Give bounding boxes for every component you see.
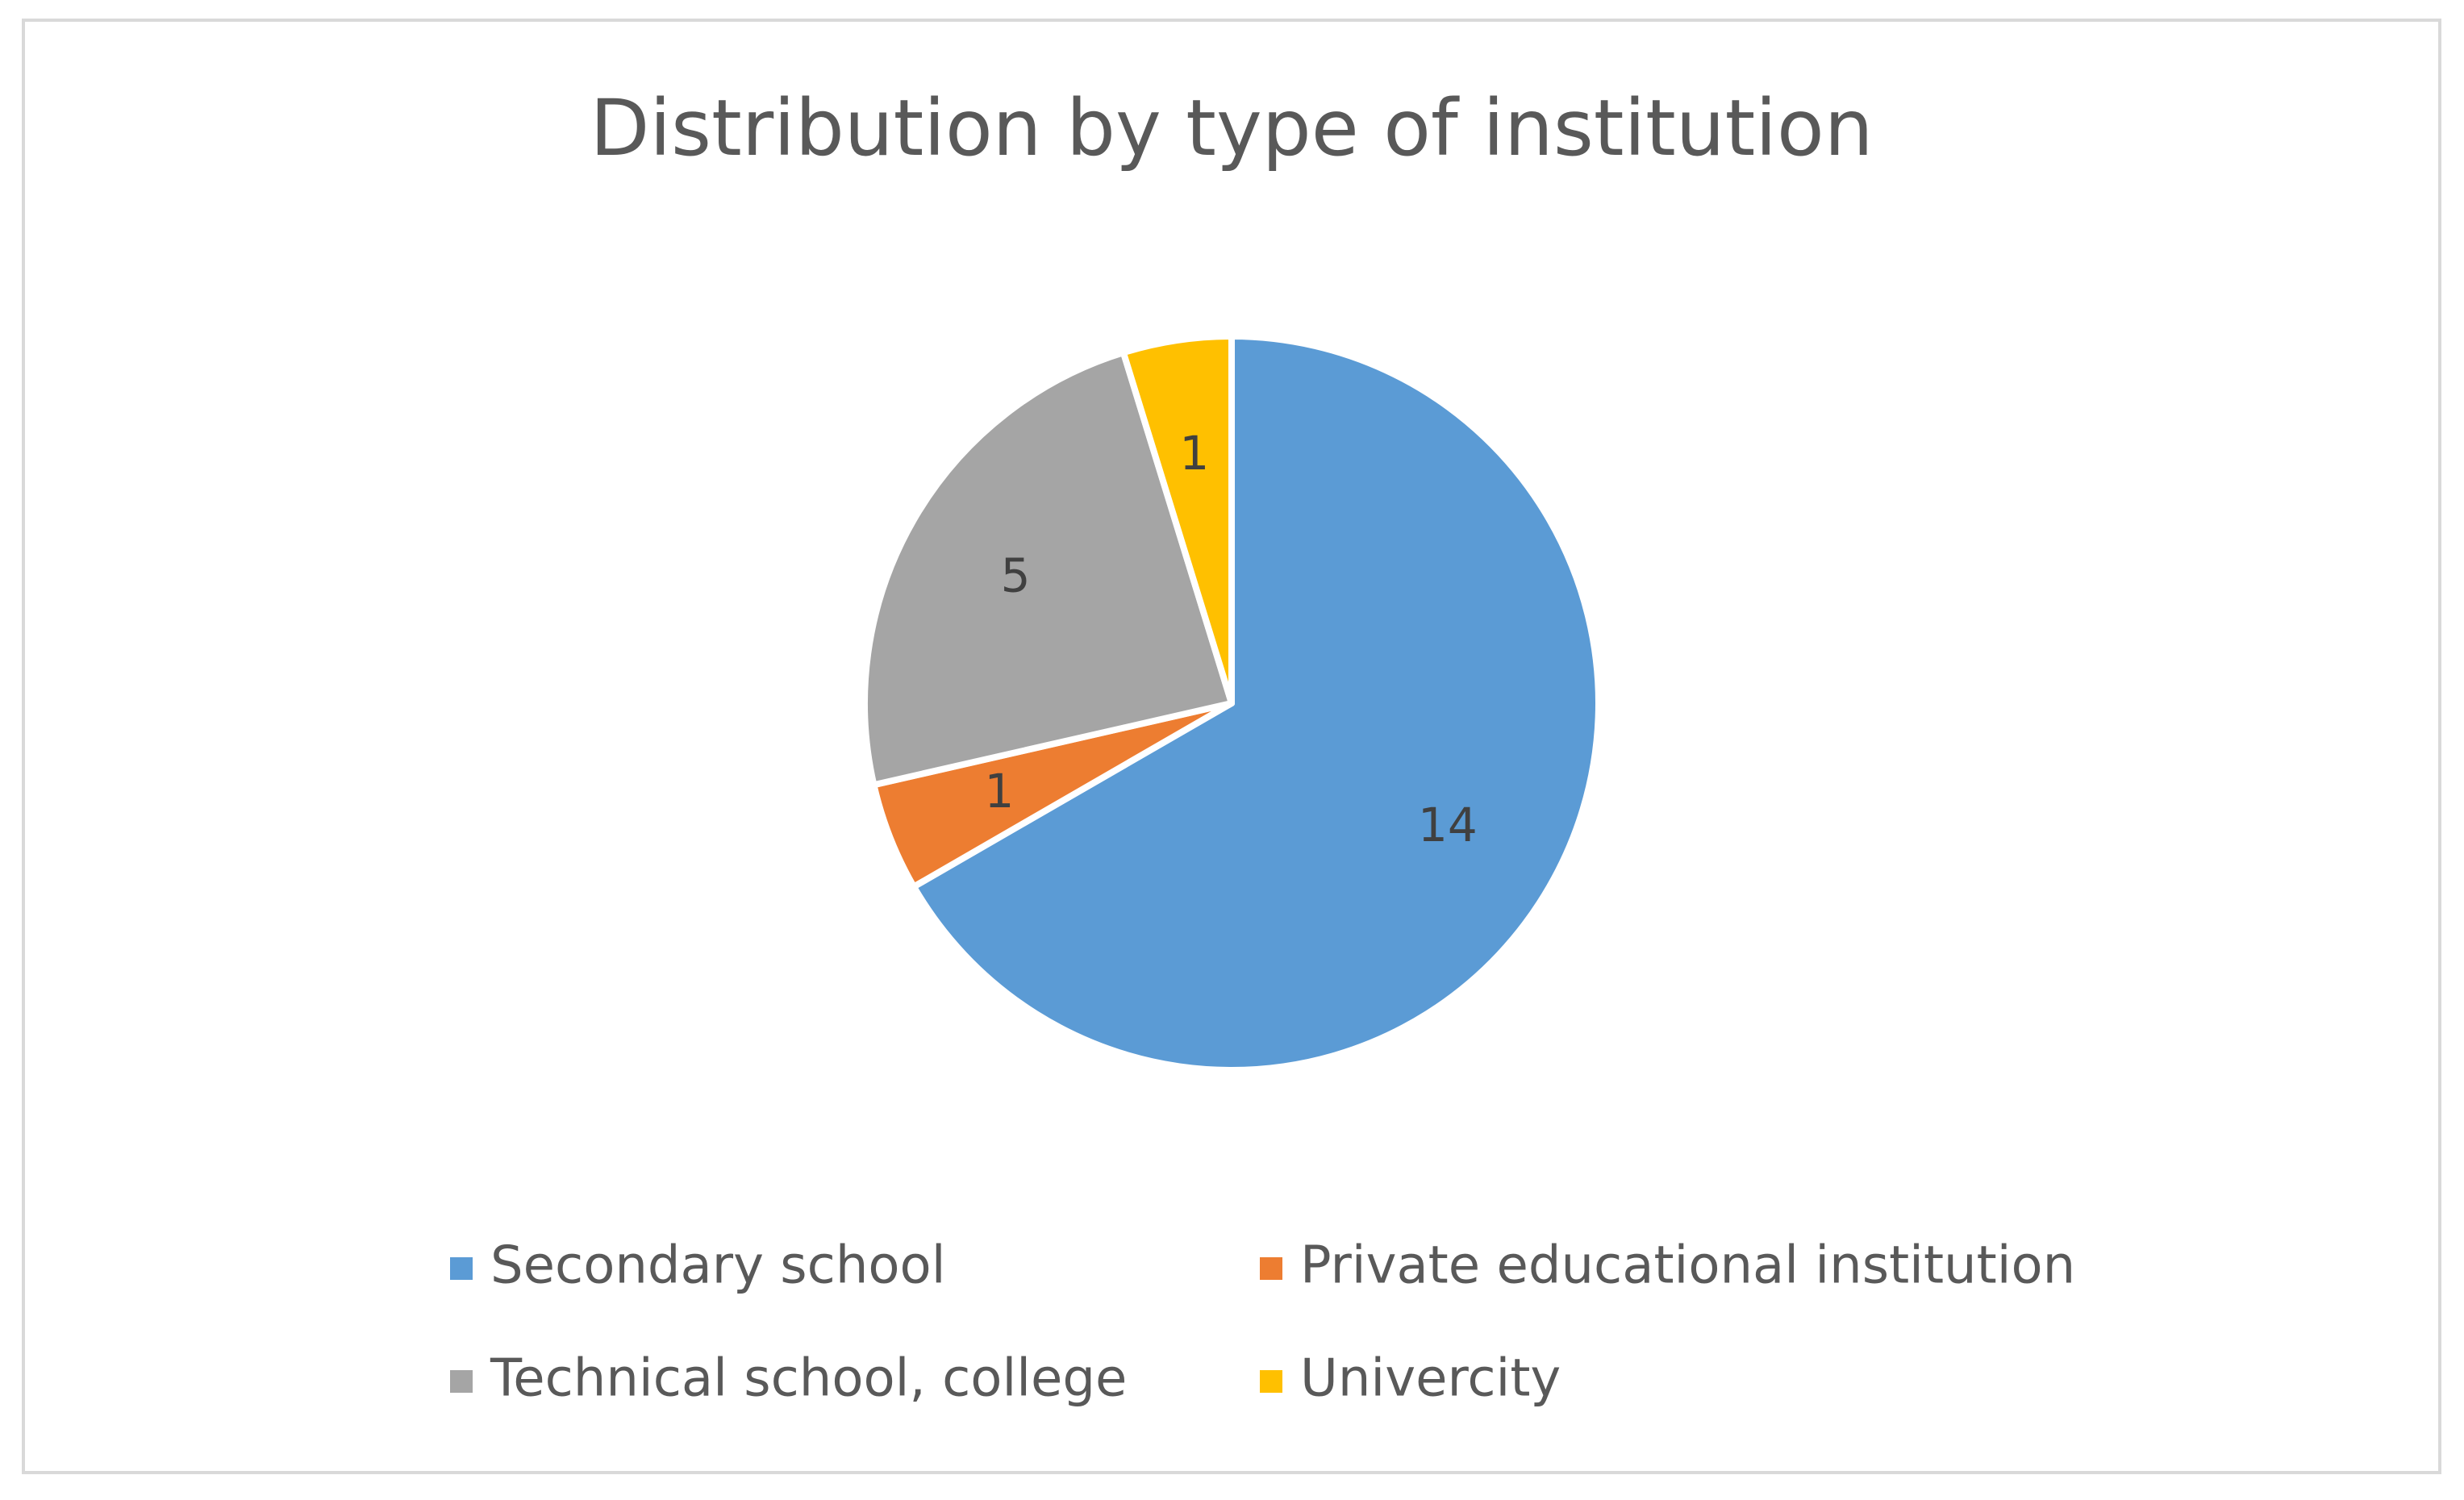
pie-data-labels: 14 1 5 1 — [985, 426, 1478, 852]
data-label-1: 14 — [1418, 798, 1478, 852]
legend-label-4: Univercity — [1300, 1349, 1561, 1409]
data-label-3: 5 — [1001, 548, 1031, 602]
pie-slice-1 — [910, 333, 1602, 1073]
legend-label-2: Private educational institution — [1300, 1236, 2075, 1296]
legend-label-3: Technical school, college — [490, 1349, 1127, 1409]
legend: Secondary school Private educational inst… — [450, 1236, 2075, 1409]
data-label-2: 1 — [985, 764, 1015, 819]
pie-slices — [861, 333, 1602, 1073]
legend-label-1: Secondary school — [490, 1236, 945, 1296]
chart-title: Distribution by type of institution — [590, 83, 1873, 173]
pie-slice-4 — [1119, 333, 1235, 706]
legend-swatch-4 — [1260, 1370, 1282, 1393]
legend-swatch-1 — [450, 1257, 473, 1280]
legend-swatch-3 — [450, 1370, 473, 1393]
data-label-4: 1 — [1179, 426, 1209, 481]
pie-slice-3 — [861, 349, 1235, 789]
legend-swatch-2 — [1260, 1257, 1282, 1280]
